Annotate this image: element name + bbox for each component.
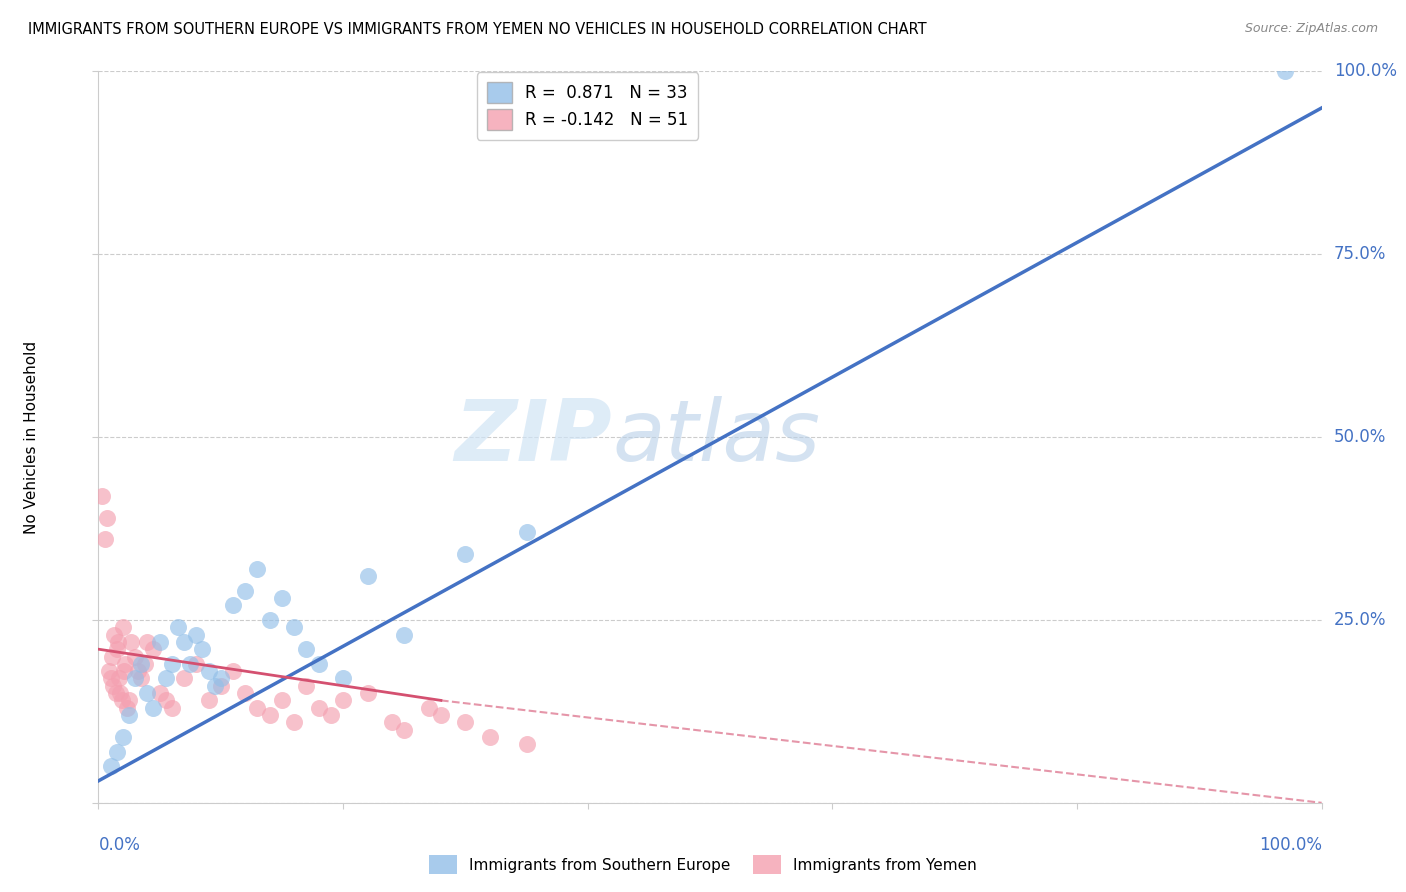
Point [120,635,142,649]
Point [319,708,342,723]
Point [104,686,127,700]
Point [114,657,136,671]
Point [332,672,354,686]
Text: No Vehicles in Household: No Vehicles in Household [24,341,38,533]
Point [127,664,149,678]
Point [197,664,219,678]
Text: 100.0%: 100.0% [1258,836,1322,854]
Point [136,635,159,649]
Point [100,759,122,773]
Point [124,672,146,686]
Point [108,672,131,686]
Point [186,627,208,641]
Point [356,686,378,700]
Point [209,679,232,693]
Point [270,591,294,605]
Point [259,613,281,627]
Point [173,635,195,649]
Point [418,700,440,714]
Point [155,693,177,707]
Point [111,693,134,707]
Point [179,657,201,671]
Point [197,693,219,707]
Point [107,635,129,649]
Point [118,693,141,707]
Point [381,715,404,730]
Point [308,657,330,671]
Point [454,715,477,730]
Point [111,620,134,634]
Point [160,657,183,671]
Point [160,700,183,714]
Point [96,510,118,524]
Legend: R =  0.871   N = 33, R = -0.142   N = 51: R = 0.871 N = 33, R = -0.142 N = 51 [477,72,699,140]
Point [478,730,501,744]
Text: 0.0%: 0.0% [98,836,141,854]
Point [167,620,190,634]
Text: 75.0%: 75.0% [1334,245,1386,263]
Point [105,642,128,657]
Point [516,737,538,751]
Point [204,679,226,693]
Point [308,700,330,714]
Point [1274,64,1296,78]
Point [91,489,114,503]
Point [129,657,152,671]
Point [283,715,305,730]
Point [392,723,416,737]
Point [356,569,378,583]
Point [103,627,125,641]
Point [142,700,165,714]
Point [259,708,281,723]
Point [134,657,156,671]
Point [101,679,124,693]
Point [115,700,138,714]
Point [142,642,165,657]
Point [270,693,294,707]
Point [124,649,146,664]
Point [110,686,132,700]
Point [100,672,122,686]
Point [149,686,172,700]
Point [186,657,208,671]
Point [430,708,453,723]
Point [98,664,121,678]
Point [101,649,124,664]
Point [516,525,538,540]
Text: 25.0%: 25.0% [1334,611,1386,629]
Point [454,547,477,561]
Point [111,730,134,744]
Point [209,672,232,686]
Point [392,627,416,641]
Text: Source: ZipAtlas.com: Source: ZipAtlas.com [1244,22,1378,36]
Point [246,700,269,714]
Point [105,745,128,759]
Point [295,642,318,657]
Point [233,686,256,700]
Point [222,664,245,678]
Point [295,679,318,693]
Point [155,672,177,686]
Point [222,599,245,613]
Point [173,672,195,686]
Point [129,672,152,686]
Point [136,686,159,700]
Text: atlas: atlas [612,395,820,479]
Point [332,693,354,707]
Point [233,583,256,598]
Text: ZIP: ZIP [454,395,612,479]
Text: 100.0%: 100.0% [1334,62,1398,80]
Point [283,620,305,634]
Point [149,635,172,649]
Point [191,642,214,657]
Legend: Immigrants from Southern Europe, Immigrants from Yemen: Immigrants from Southern Europe, Immigra… [423,849,983,880]
Text: IMMIGRANTS FROM SOUTHERN EUROPE VS IMMIGRANTS FROM YEMEN NO VEHICLES IN HOUSEHOL: IMMIGRANTS FROM SOUTHERN EUROPE VS IMMIG… [28,22,927,37]
Point [112,664,135,678]
Point [118,708,141,723]
Point [246,562,269,576]
Text: 50.0%: 50.0% [1334,428,1386,446]
Point [93,533,115,547]
